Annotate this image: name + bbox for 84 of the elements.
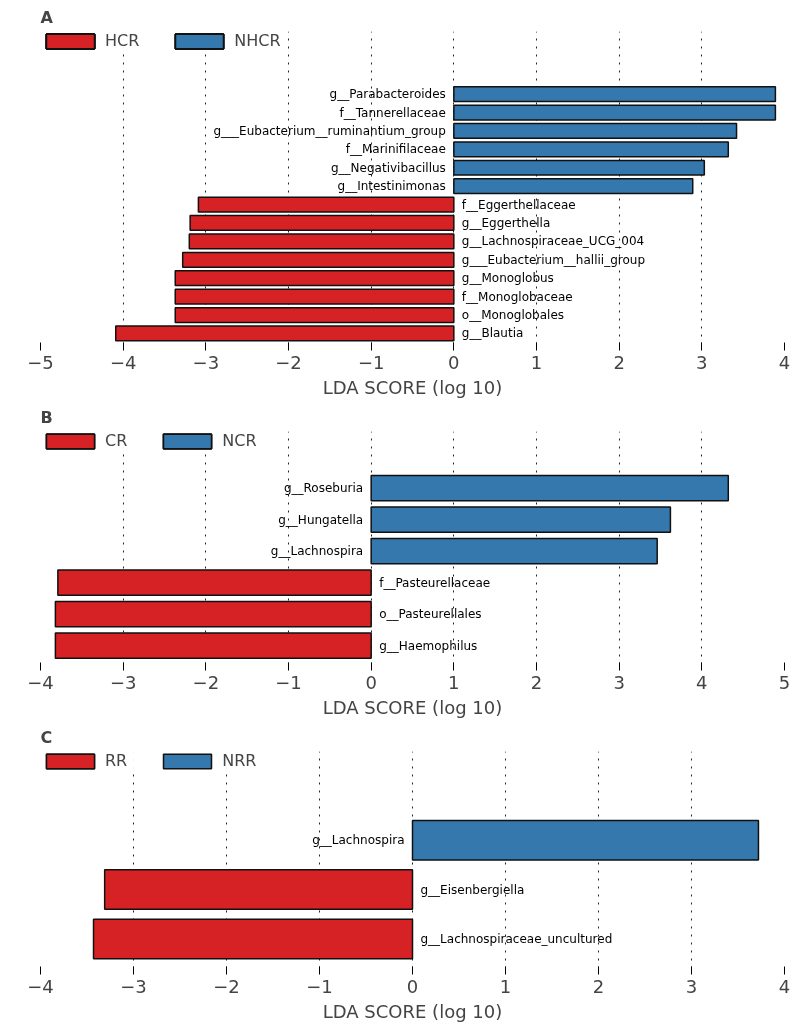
legend-label: NHCR: [234, 31, 281, 50]
x-tick-label: −3: [120, 975, 147, 997]
bar: [453, 141, 730, 158]
bar: [174, 288, 455, 305]
legend-label: RR: [105, 751, 128, 770]
x-tick-label: −2: [275, 351, 302, 373]
category-label: o__Monoglobales: [461, 308, 565, 323]
x-tick-label: −4: [27, 671, 54, 693]
x-tick-label: 3: [685, 975, 698, 997]
category-label: g__Lachnospira: [312, 833, 405, 848]
bar: [54, 600, 372, 628]
x-tick-label: −4: [27, 975, 54, 997]
x-tick-label: −1: [306, 975, 333, 997]
category-label: g__Hungatella: [278, 512, 364, 527]
bar: [453, 159, 706, 176]
x-axis-title: LDA SCORE (log 10): [322, 696, 503, 718]
category-label: f__Pasteurellaceae: [379, 575, 491, 590]
x-tick-label: 3: [613, 671, 625, 693]
x-tick-label: 0: [406, 975, 419, 997]
x-tick-label: 2: [530, 671, 543, 693]
category-label: g__Eggerthella: [461, 215, 551, 230]
bar: [453, 85, 777, 103]
bar: [181, 251, 455, 268]
category-label: f__Monoglobaceae: [461, 289, 573, 304]
x-tick-label: −3: [192, 351, 220, 373]
x-tick-label: 0: [365, 671, 377, 693]
bar: [189, 214, 455, 232]
category-label: g__Lachnospiraceae_UCG_004: [461, 234, 645, 249]
bar: [174, 270, 455, 287]
x-tick-label: 3: [696, 351, 708, 373]
bar: [197, 196, 455, 213]
bar: [453, 104, 777, 121]
bar: [370, 537, 658, 565]
legend-label: NCR: [222, 431, 257, 450]
category-label: f__Tannerellaceae: [339, 105, 446, 120]
category-label: g__Eisenbergiella: [420, 882, 525, 897]
x-tick-label: −5: [27, 351, 54, 373]
category-label: f__Eggerthellaceae: [461, 197, 576, 212]
legend-label: NRR: [222, 751, 257, 770]
x-tick-label: 4: [696, 671, 708, 693]
category-label: g___Eubacterium__hallii_group: [461, 252, 646, 267]
x-tick-label: 2: [592, 975, 605, 997]
bar: [188, 233, 455, 250]
x-axis-title: LDA SCORE (log 10): [322, 1000, 503, 1022]
legend-label: HCR: [105, 31, 140, 50]
category-label: g__Negativibacillus: [330, 160, 446, 175]
category-label: o__Pasteurellales: [379, 607, 482, 622]
x-tick-label: 0: [448, 351, 460, 373]
category-label: g__Parabacteroides: [329, 87, 446, 102]
bar: [370, 474, 730, 502]
category-label: g__Haemophilus: [379, 638, 478, 653]
bar: [453, 122, 738, 140]
x-tick-label: 1: [499, 975, 512, 997]
bar: [54, 632, 372, 659]
category-label: g__Lachnospira: [270, 544, 364, 559]
x-tick-label: 2: [613, 351, 625, 373]
chart-title: B: [40, 407, 53, 427]
x-tick-label: −4: [109, 351, 137, 373]
category-label: g__Blautia: [461, 326, 524, 341]
x-tick-label: 5: [778, 671, 791, 693]
bar: [114, 325, 455, 342]
x-tick-label: −2: [192, 671, 220, 693]
x-tick-label: −1: [357, 351, 385, 373]
category-label: g__Monoglobus: [461, 271, 554, 286]
chart-title: A: [40, 7, 54, 27]
x-tick-label: 1: [530, 351, 543, 373]
bar: [370, 506, 672, 534]
x-tick-label: 4: [778, 975, 791, 997]
bar: [174, 306, 455, 324]
category-label: g__Intestinimonas: [337, 179, 446, 194]
bar: [453, 178, 694, 195]
x-tick-label: −1: [275, 671, 302, 693]
x-tick-label: 1: [448, 671, 460, 693]
x-tick-label: 4: [778, 351, 791, 373]
category-label: g___Eubacterium__ruminantium_group: [213, 123, 446, 138]
bar: [57, 569, 372, 596]
x-tick-label: −2: [213, 975, 240, 997]
category-label: g__Roseburia: [283, 481, 364, 496]
x-axis-title: LDA SCORE (log 10): [322, 376, 503, 398]
category-label: f__Marinifilaceae: [345, 142, 446, 157]
chart-title: C: [40, 727, 53, 747]
category-label: g__Lachnospiraceae_uncultured: [420, 931, 613, 946]
x-tick-label: −3: [109, 671, 137, 693]
legend-label: CR: [105, 431, 128, 450]
